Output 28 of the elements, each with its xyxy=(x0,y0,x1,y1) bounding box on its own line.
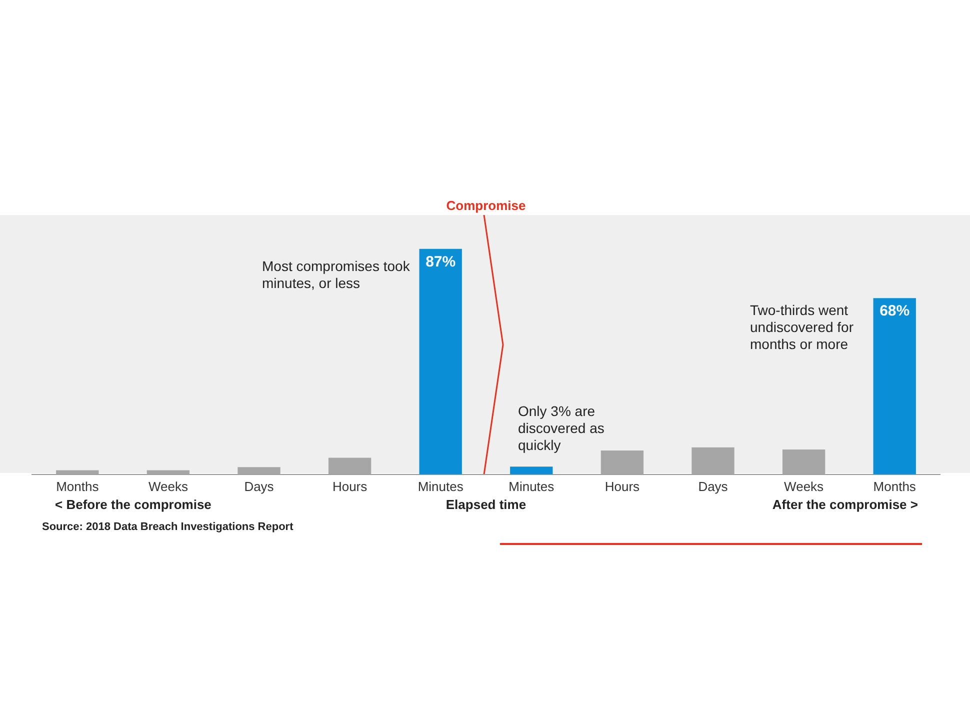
annotation: Two-thirds went undiscovered for months or more xyxy=(750,302,855,353)
bar xyxy=(328,458,372,474)
x-tick-label: Hours xyxy=(604,478,640,494)
x-tick-label: Hours xyxy=(332,478,368,494)
bar xyxy=(692,447,734,474)
annotation: Only 3% are discovered as quickly xyxy=(518,403,606,454)
source-note: Source: 2018 Data Breach Investigations Report xyxy=(42,520,294,535)
bar xyxy=(510,466,553,474)
data-label: 87% xyxy=(426,253,456,270)
bar xyxy=(873,298,916,474)
text: After the compromise > xyxy=(772,496,918,513)
x-axis-title: Elapsed time xyxy=(444,496,528,513)
x-tick-label: Days xyxy=(244,478,274,494)
annotation: Most compromises took minutes, or less xyxy=(262,258,411,292)
x-tick-label: Weeks xyxy=(784,478,824,494)
bar xyxy=(238,467,280,474)
x-tick-label: Minutes xyxy=(508,478,555,494)
data-label: 68% xyxy=(880,302,910,320)
x-tick-label: Weeks xyxy=(148,478,188,494)
x-tick-label: Months xyxy=(56,478,100,494)
bar xyxy=(782,450,826,474)
x-tick-label: Days xyxy=(698,478,728,494)
text: Compromise xyxy=(445,197,527,214)
bar xyxy=(419,248,462,474)
x-tick-label: Months xyxy=(873,478,916,494)
bar xyxy=(600,450,644,474)
x-tick-label: Minutes xyxy=(418,478,464,494)
text: < Before the compromise xyxy=(55,496,212,513)
